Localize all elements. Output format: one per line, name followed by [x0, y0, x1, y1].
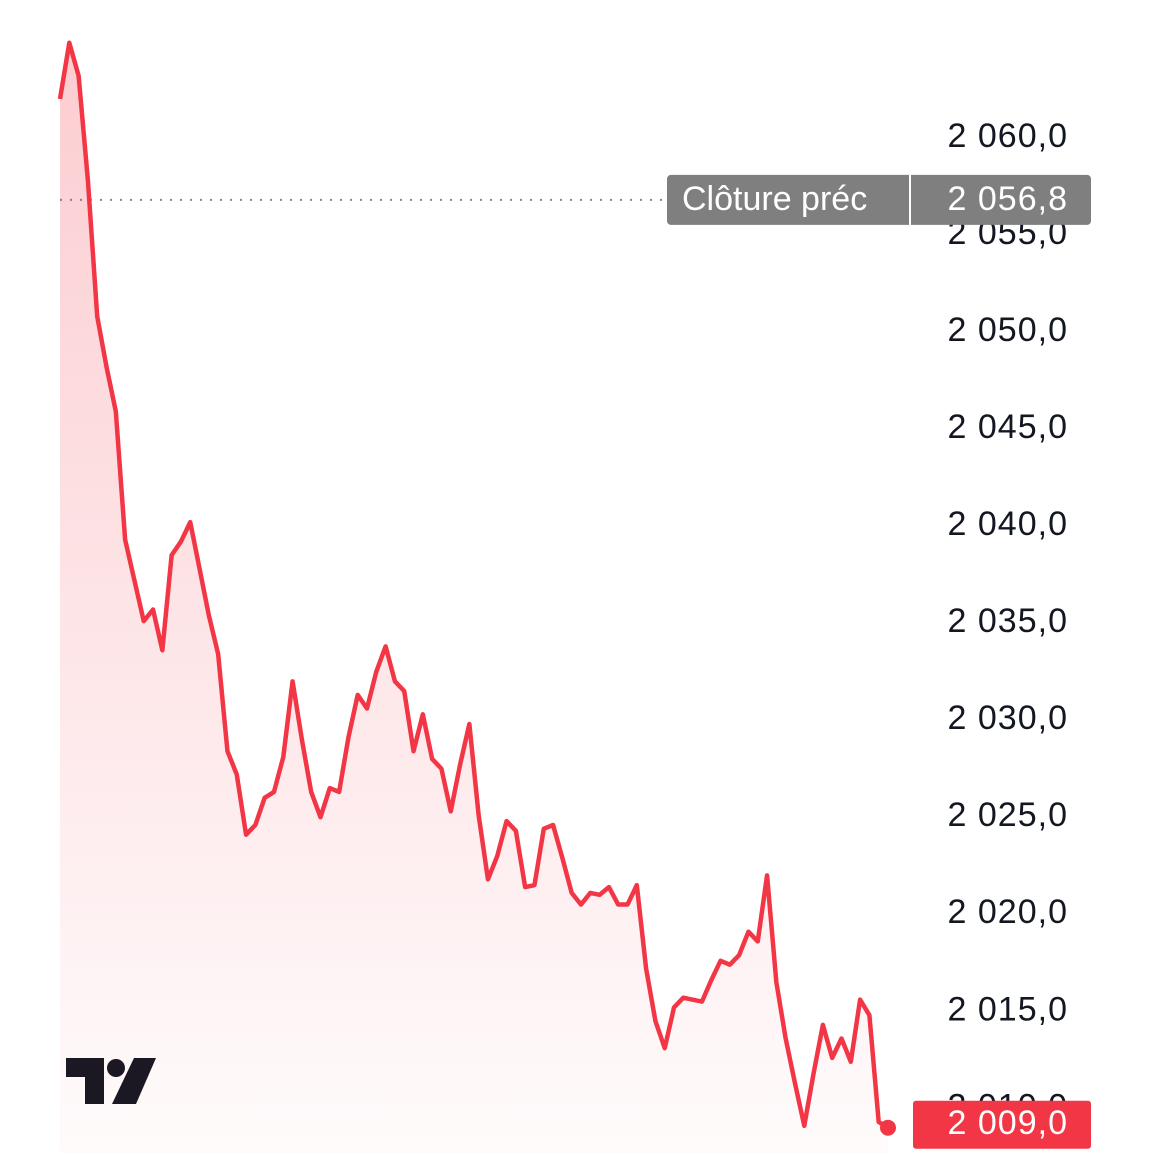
- y-tick-label: 2 040,0: [948, 505, 1068, 543]
- y-tick-label: 2 045,0: [948, 408, 1068, 446]
- last-price-box: [913, 1100, 1091, 1149]
- previous-close-value: 2 056,8: [948, 180, 1068, 218]
- area-fill: [60, 42, 888, 1153]
- y-tick-label: 2 050,0: [948, 311, 1068, 349]
- last-price-label: 2 009,0: [948, 1104, 1068, 1142]
- previous-close-box: [667, 174, 1091, 225]
- price-line: [57, 40, 890, 1130]
- previous-close-name: Clôture préc: [682, 180, 867, 218]
- y-tick-label: 2 030,0: [948, 699, 1068, 737]
- last-point: [880, 1119, 896, 1136]
- y-tick-label: 2 015,0: [948, 990, 1068, 1028]
- y-tick-label: 2 035,0: [948, 602, 1068, 640]
- y-tick-label: 2 060,0: [948, 117, 1068, 155]
- y-tick-label: 2 025,0: [948, 796, 1068, 834]
- y-tick-label: 2 020,0: [948, 893, 1068, 931]
